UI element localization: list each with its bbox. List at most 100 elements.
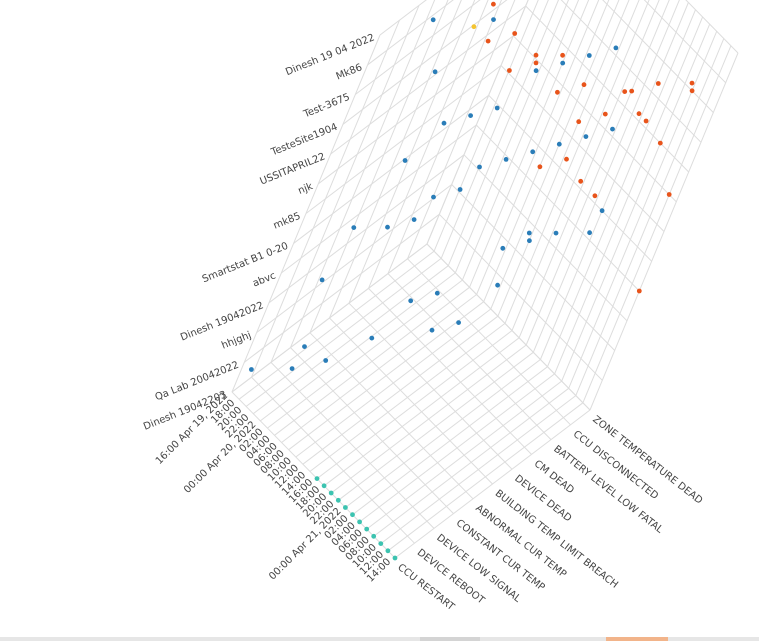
- data-point[interactable]: [343, 505, 348, 510]
- data-point[interactable]: [655, 81, 661, 86]
- data-point[interactable]: [533, 68, 539, 74]
- data-point[interactable]: [495, 282, 500, 288]
- rightwall-gridline-z: [602, 0, 714, 113]
- data-point[interactable]: [556, 141, 562, 147]
- leftwall-gridline-z: [342, 0, 508, 125]
- floor-gridline-y: [329, 317, 493, 485]
- data-point[interactable]: [629, 88, 635, 94]
- data-point[interactable]: [610, 126, 615, 132]
- data-point[interactable]: [249, 367, 254, 372]
- data-point[interactable]: [369, 335, 375, 341]
- data-point[interactable]: [512, 31, 518, 36]
- data-point[interactable]: [371, 533, 377, 539]
- data-point[interactable]: [411, 217, 417, 223]
- data-point[interactable]: [578, 178, 584, 184]
- data-point[interactable]: [491, 1, 496, 7]
- data-point[interactable]: [431, 194, 436, 200]
- data-point[interactable]: [581, 82, 587, 88]
- data-point[interactable]: [560, 52, 565, 58]
- rightwall-gridline-z: [525, 5, 690, 173]
- data-point[interactable]: [494, 105, 500, 111]
- z-tick-label: TesteSite1904: [269, 122, 339, 159]
- horizontal-scrollbar[interactable]: [0, 637, 759, 641]
- data-point[interactable]: [564, 156, 569, 162]
- data-point[interactable]: [323, 358, 329, 363]
- data-point[interactable]: [636, 288, 642, 294]
- scrollbar-thumb-orange[interactable]: [606, 637, 668, 641]
- data-point[interactable]: [471, 24, 477, 30]
- z-tick-label: njk: [297, 181, 315, 197]
- data-point[interactable]: [468, 113, 473, 118]
- data-point[interactable]: [500, 245, 506, 251]
- data-point[interactable]: [666, 192, 672, 197]
- data-point[interactable]: [689, 80, 695, 86]
- data-point[interactable]: [456, 320, 461, 325]
- data-point[interactable]: [592, 193, 598, 199]
- data-point[interactable]: [533, 60, 539, 66]
- floor-gridline-y: [387, 273, 552, 440]
- data-point[interactable]: [314, 476, 320, 481]
- data-point[interactable]: [657, 140, 663, 146]
- data-point[interactable]: [491, 17, 496, 22]
- floor-gridline-y: [270, 362, 435, 529]
- rightwall-gridline-z: [463, 154, 628, 322]
- data-point[interactable]: [378, 541, 384, 546]
- data-point[interactable]: [553, 230, 559, 236]
- data-point[interactable]: [599, 208, 605, 214]
- grid: [231, 0, 739, 559]
- data-point[interactable]: [385, 224, 390, 230]
- data-point[interactable]: [385, 548, 391, 554]
- data-point[interactable]: [350, 512, 355, 518]
- data-point[interactable]: [357, 519, 362, 525]
- data-point[interactable]: [328, 490, 334, 496]
- rightwall-gridline-x: [469, 0, 590, 288]
- leftwall-gridline-z: [330, 5, 527, 155]
- data-point[interactable]: [457, 187, 463, 192]
- data-point[interactable]: [602, 111, 608, 117]
- data-point[interactable]: [392, 555, 398, 561]
- data-point[interactable]: [434, 290, 440, 296]
- data-point[interactable]: [689, 88, 695, 94]
- floor-gridline-y: [251, 376, 415, 544]
- data-point[interactable]: [429, 327, 435, 333]
- rightwall-gridline-x: [511, 0, 650, 331]
- data-point[interactable]: [507, 68, 512, 73]
- data-point[interactable]: [636, 111, 642, 117]
- data-point[interactable]: [576, 119, 582, 125]
- data-point[interactable]: [441, 120, 447, 126]
- data-point[interactable]: [319, 277, 325, 283]
- data-point[interactable]: [622, 89, 628, 94]
- data-point[interactable]: [477, 164, 482, 170]
- data-point[interactable]: [321, 483, 327, 489]
- data-point[interactable]: [643, 118, 649, 124]
- data-point[interactable]: [526, 230, 532, 236]
- data-point[interactable]: [503, 157, 509, 162]
- data-point[interactable]: [432, 69, 438, 75]
- rightwall-gridline-x: [461, 0, 580, 281]
- data-point[interactable]: [586, 53, 592, 58]
- data-point[interactable]: [430, 17, 436, 23]
- data-point[interactable]: [351, 225, 357, 231]
- leftwall-gridline-z: [256, 184, 453, 333]
- data-point[interactable]: [402, 158, 408, 163]
- scrollbar-thumb-gray[interactable]: [420, 637, 480, 641]
- data-point[interactable]: [364, 526, 370, 532]
- data-point[interactable]: [537, 164, 543, 170]
- data-point[interactable]: [560, 60, 566, 66]
- leftwall-gridline-z: [231, 243, 428, 393]
- data-point[interactable]: [533, 52, 539, 58]
- z-tick-label: Dinesh 19042022: [179, 300, 265, 343]
- data-point[interactable]: [335, 497, 341, 503]
- data-point[interactable]: [302, 344, 307, 349]
- data-point[interactable]: [527, 238, 532, 244]
- data-point[interactable]: [485, 38, 491, 44]
- data-point[interactable]: [587, 230, 592, 236]
- data-point[interactable]: [613, 45, 619, 51]
- data-point[interactable]: [289, 366, 295, 371]
- data-point[interactable]: [583, 134, 589, 140]
- data-point[interactable]: [555, 89, 560, 95]
- rightwall-gridline-z: [560, 0, 702, 143]
- data-point[interactable]: [530, 149, 536, 155]
- data-point[interactable]: [408, 298, 414, 304]
